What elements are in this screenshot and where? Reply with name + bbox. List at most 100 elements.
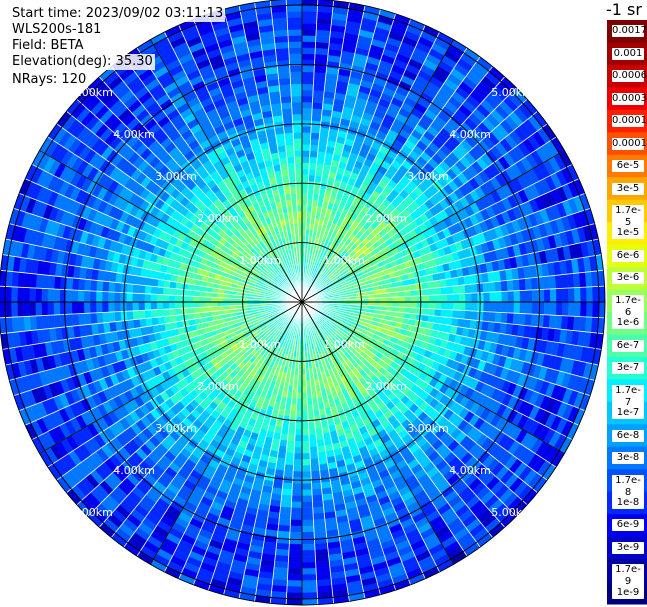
ray-bin	[65, 289, 73, 303]
ray-bin	[294, 162, 303, 170]
ray-bin	[288, 543, 303, 551]
ray-bin	[102, 280, 110, 293]
ray-bin	[277, 71, 291, 80]
ray-bin	[150, 301, 157, 311]
ray-bin	[90, 279, 98, 292]
ray-bin	[108, 281, 116, 293]
ray-bin	[157, 316, 165, 325]
ray-bin	[283, 126, 294, 134]
ray-bin	[313, 65, 327, 74]
ray-bin	[313, 530, 327, 539]
ray-bin	[301, 386, 307, 394]
ray-bin	[464, 310, 472, 320]
ray-bin	[47, 301, 55, 316]
ray-bin	[290, 519, 303, 527]
ray-bin	[301, 53, 316, 61]
ray-bin	[518, 313, 527, 326]
ray-bin	[290, 513, 303, 521]
ray-bin	[286, 11, 303, 18]
ray-bin	[289, 416, 297, 424]
ray-bin	[301, 192, 308, 200]
ray-bin	[47, 314, 56, 329]
ray-bin	[293, 453, 303, 460]
ray-bin	[107, 291, 115, 303]
ray-bin	[309, 446, 318, 454]
ray-bin	[310, 126, 321, 134]
ray-bin	[279, 512, 292, 520]
ray-bin	[174, 301, 182, 309]
ray-bin	[295, 186, 303, 194]
ray-bin	[416, 307, 424, 315]
ray-bin	[301, 47, 316, 55]
ray-bin	[145, 277, 153, 287]
ray-bin	[291, 495, 303, 503]
ray-bin	[288, 549, 303, 557]
ray-bin	[311, 102, 324, 110]
ray-bin	[150, 293, 157, 303]
ray-bin	[301, 144, 311, 151]
ray-bin	[295, 180, 303, 188]
ray-bin	[53, 275, 62, 290]
ray-bin	[562, 301, 569, 317]
ray-bin	[312, 512, 325, 520]
ray-bin	[294, 434, 303, 442]
ray-bin	[301, 525, 315, 533]
ray-bin	[445, 317, 453, 326]
ray-bin	[301, 198, 308, 206]
ray-bin	[301, 574, 317, 581]
ray-bin	[301, 138, 311, 145]
ray-bin	[286, 586, 303, 593]
ray-bin	[530, 313, 539, 327]
ray-bin	[301, 543, 316, 551]
ray-bin	[288, 555, 303, 563]
ray-bin	[452, 309, 460, 319]
ray-bin	[488, 311, 496, 323]
ray-bin	[311, 494, 324, 502]
ray-bin	[495, 301, 503, 313]
ray-bin	[4, 286, 12, 303]
ray-bin	[277, 145, 287, 153]
ray-bin	[65, 277, 74, 291]
ray-bin	[311, 114, 322, 122]
ray-bin	[301, 568, 317, 575]
ray-bin	[288, 53, 303, 61]
ray-bin	[126, 310, 134, 321]
ray-bin	[315, 554, 330, 563]
ray-bin	[301, 471, 312, 478]
ray-bin	[301, 204, 308, 212]
ray-bin	[312, 506, 325, 514]
ray-bin	[301, 114, 312, 121]
ray-bin	[308, 428, 317, 436]
ray-bin	[132, 292, 139, 303]
ray-bin	[289, 525, 303, 533]
ray-bin	[296, 398, 303, 406]
ray-bin	[286, 4, 303, 12]
ray-bin	[289, 65, 303, 73]
ray-bin	[317, 151, 326, 159]
ray-bin	[108, 311, 116, 323]
ray-bin	[289, 71, 303, 79]
ray-bin	[287, 568, 303, 575]
ray-bin	[114, 301, 121, 312]
ray-bin	[284, 138, 294, 146]
ray-bin	[292, 132, 303, 139]
ray-bin	[101, 291, 109, 303]
ray-bin	[441, 301, 448, 310]
ray-bin	[543, 301, 551, 316]
ray-bin	[513, 301, 521, 314]
ray-bin	[17, 301, 24, 318]
ray-bin	[41, 274, 50, 289]
ray-bin	[525, 301, 533, 315]
ray-bin	[292, 126, 303, 133]
ray-bin	[285, 144, 295, 152]
ray-bin	[317, 145, 327, 153]
ray-bin	[301, 404, 308, 412]
ray-bin	[95, 291, 103, 303]
ray-bin	[47, 275, 56, 290]
ray-bin	[210, 301, 218, 307]
ray-bin	[301, 162, 310, 170]
ray-bin	[314, 548, 329, 557]
ray-bin	[289, 531, 303, 539]
ray-bin	[65, 313, 74, 327]
